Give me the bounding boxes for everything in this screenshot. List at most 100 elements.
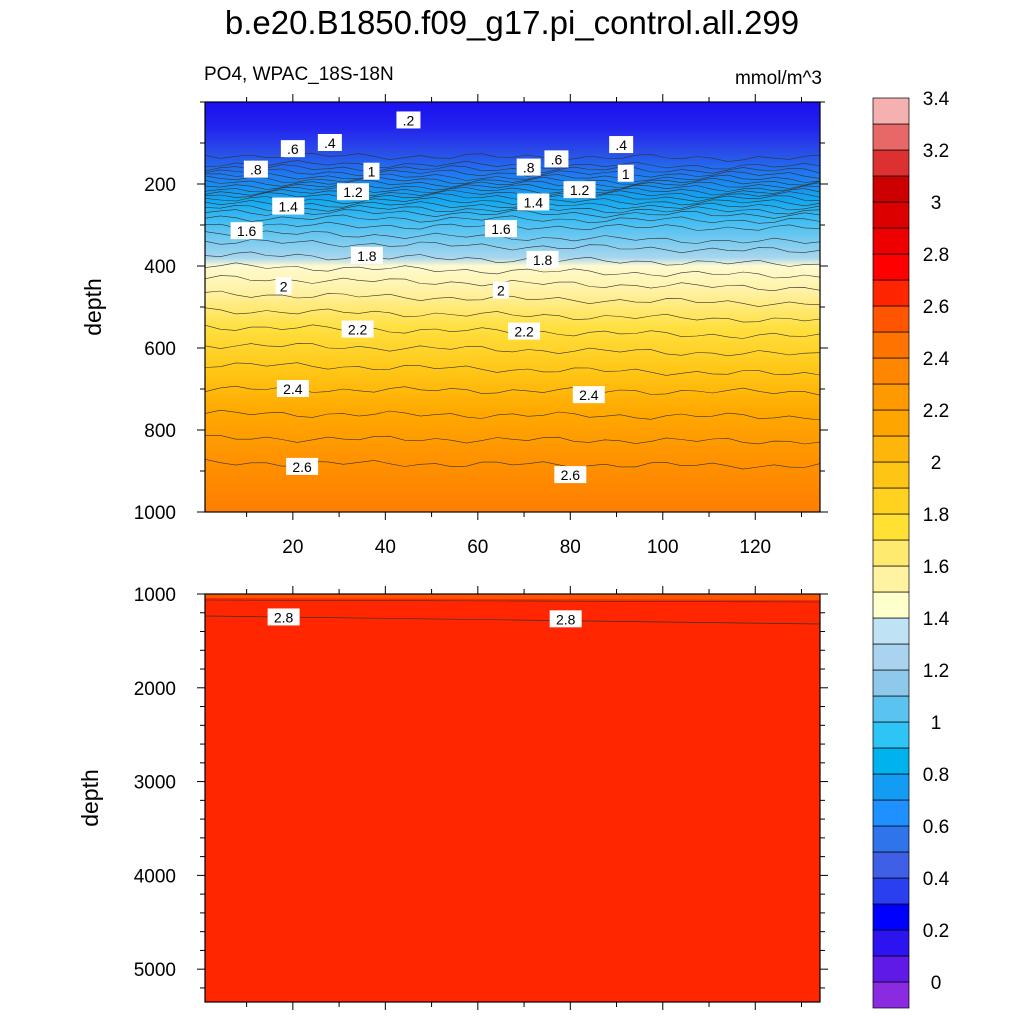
- colorbar-swatch: [872, 435, 910, 463]
- contour-label-box: [617, 164, 634, 182]
- contour-label-box: [341, 320, 374, 338]
- colorbar-swatch: [872, 877, 910, 905]
- contour-label: 1.6: [491, 221, 511, 237]
- contour-line: [204, 182, 821, 192]
- colorbar-swatch: [872, 669, 910, 697]
- contour-label: .2: [403, 112, 415, 128]
- contour-line: [204, 239, 821, 254]
- contour-label: 2: [280, 279, 288, 295]
- colorbar-swatch: [872, 591, 910, 619]
- contour-label: 2.6: [292, 459, 312, 475]
- contour-label: .4: [324, 135, 336, 151]
- x-tick-label: 20: [282, 537, 303, 558]
- colorbar-label: 2.2: [923, 401, 949, 422]
- contour-label: 2.4: [283, 381, 303, 397]
- y-tick-label: 200: [144, 175, 176, 196]
- colorbar-label: 0.4: [923, 869, 950, 890]
- x-tick-label: 100: [647, 537, 679, 558]
- colorbar-swatch: [872, 929, 910, 957]
- colorbar-swatch: [872, 357, 910, 385]
- colorbar-swatch: [872, 461, 910, 489]
- contour-label: 1.4: [278, 199, 298, 215]
- colorbar-swatch: [872, 981, 910, 1009]
- colorbar-swatch: [872, 903, 910, 931]
- contour-label-box: [280, 140, 305, 158]
- chart-title: b.e20.B1850.f09_g17.pi_control.all.299: [224, 4, 800, 41]
- colorbar-swatch: [872, 97, 910, 125]
- contour-label-box: [286, 457, 319, 475]
- contour-label-box: [396, 111, 421, 129]
- contour-line: [204, 204, 821, 215]
- contour-label: 2.2: [514, 324, 534, 340]
- colorbar-label: 1.4: [923, 609, 950, 630]
- contour-label-box: [516, 158, 541, 176]
- contour-label: .8: [523, 160, 535, 176]
- contour-line: [204, 179, 821, 189]
- contour-label-box: [317, 134, 342, 151]
- contour-line: [204, 290, 821, 307]
- contour-line: [204, 307, 821, 323]
- y-axis-label: depth: [80, 278, 106, 336]
- contour-label-box: [267, 608, 300, 626]
- contour-line: [204, 230, 821, 244]
- contour-label: 2: [497, 283, 505, 299]
- contour-label: 1: [368, 164, 376, 180]
- colorbar-swatch: [872, 383, 910, 411]
- colorbar-swatch: [872, 487, 910, 515]
- contour-label-box: [563, 181, 596, 199]
- contour-line: [204, 251, 821, 267]
- contour-label: 2.8: [274, 609, 294, 625]
- contour-line: [204, 434, 821, 445]
- contour-label: 2.2: [348, 322, 368, 338]
- contour-line: [204, 343, 821, 357]
- contour-label-box: [554, 466, 587, 484]
- contour-line: [204, 189, 821, 199]
- contour-line: [204, 362, 821, 376]
- contour-label-box: [276, 380, 309, 397]
- colorbar-swatch: [872, 955, 910, 983]
- contour-line: [204, 200, 821, 211]
- contour-label-box: [272, 197, 305, 215]
- contour-label-box: [275, 277, 292, 295]
- variable-subtitle: PO4, WPAC_18S-18N: [204, 64, 394, 85]
- colorbar-swatch: [872, 227, 910, 255]
- contour-label: 1.4: [524, 194, 544, 210]
- y-tick-label: 1000: [134, 585, 176, 606]
- colorbar-label: 3: [931, 193, 942, 214]
- contour-label: 1.2: [570, 182, 590, 198]
- lower-frame: [204, 593, 821, 1003]
- colorbar-swatch: [872, 513, 910, 541]
- colorbar-swatch: [872, 825, 910, 853]
- contour-line: [204, 409, 821, 421]
- contour-label: .6: [287, 141, 299, 157]
- lower-top-band: [205, 594, 820, 600]
- y-tick-label: 2000: [134, 679, 176, 700]
- contour-line: [204, 175, 821, 186]
- contour-label: .6: [551, 151, 563, 167]
- contour-line: [204, 160, 821, 170]
- lower-field: [205, 594, 820, 1002]
- colorbar-label: 3.4: [923, 89, 950, 110]
- colorbar-swatch: [872, 123, 910, 151]
- colorbar-swatch: [872, 721, 910, 749]
- contour-label: 1.6: [237, 223, 257, 239]
- contour-label: .4: [615, 137, 627, 153]
- contour-label: 2.4: [579, 387, 599, 403]
- contour-line: [204, 152, 821, 162]
- colorbar-swatch: [872, 695, 910, 723]
- colorbar-label: 2: [931, 453, 942, 474]
- contour-label-box: [243, 160, 268, 178]
- y-tick-label: 800: [144, 421, 176, 442]
- contour-label-box: [609, 136, 634, 154]
- contour-label: 1.8: [533, 252, 553, 268]
- contour-label-box: [549, 610, 582, 628]
- contour-label-box: [517, 193, 550, 211]
- colorbar-label: 1.2: [923, 661, 949, 682]
- colorbar-swatch: [872, 617, 910, 645]
- colorbar-swatch: [872, 409, 910, 437]
- contour-line: [204, 262, 821, 279]
- contour-line: [204, 186, 821, 196]
- colorbar-swatch: [872, 799, 910, 827]
- y-tick-label: 5000: [134, 960, 176, 981]
- contour-line: [204, 196, 821, 207]
